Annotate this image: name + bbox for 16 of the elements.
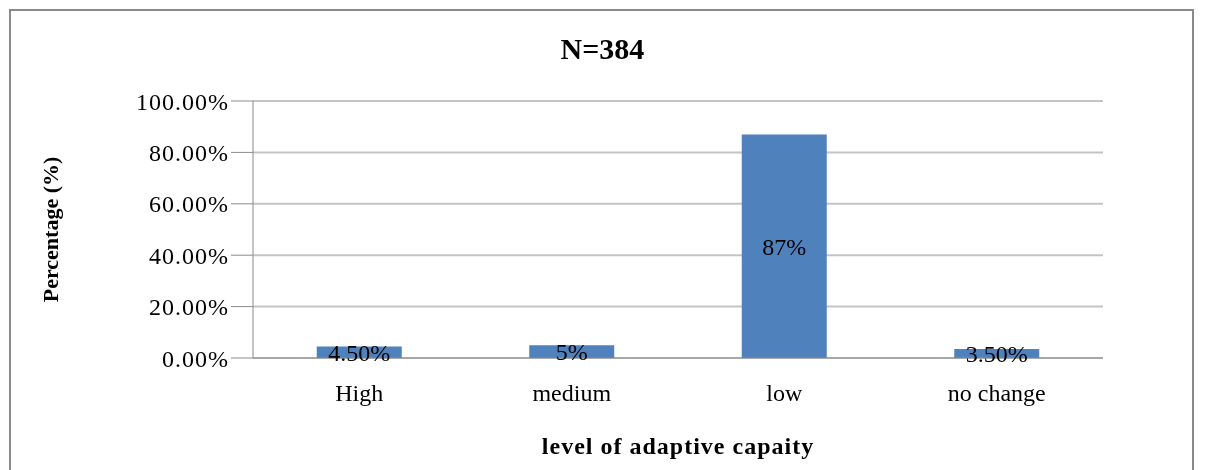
y-tick-label: 100.00% bbox=[136, 88, 229, 115]
x-axis-title: level of adaptive capaity bbox=[541, 433, 815, 459]
chart-title: N=384 bbox=[559, 32, 646, 66]
data-label: 5% bbox=[555, 339, 588, 366]
y-tick-label: 20.00% bbox=[149, 294, 229, 321]
y-tick-label: 40.00% bbox=[149, 242, 229, 269]
y-tick-label: 0.00% bbox=[162, 345, 229, 372]
data-label: 87% bbox=[762, 233, 807, 260]
x-tick-label: no change bbox=[947, 380, 1046, 407]
bar bbox=[741, 134, 827, 358]
y-tick-label: 60.00% bbox=[149, 191, 229, 218]
x-tick-label: High bbox=[335, 380, 384, 407]
x-tick-label: medium bbox=[532, 380, 612, 407]
y-axis-title: Percentage (%) bbox=[37, 156, 63, 303]
x-tick-label: low bbox=[766, 380, 803, 407]
y-tick-label: 80.00% bbox=[149, 139, 229, 166]
